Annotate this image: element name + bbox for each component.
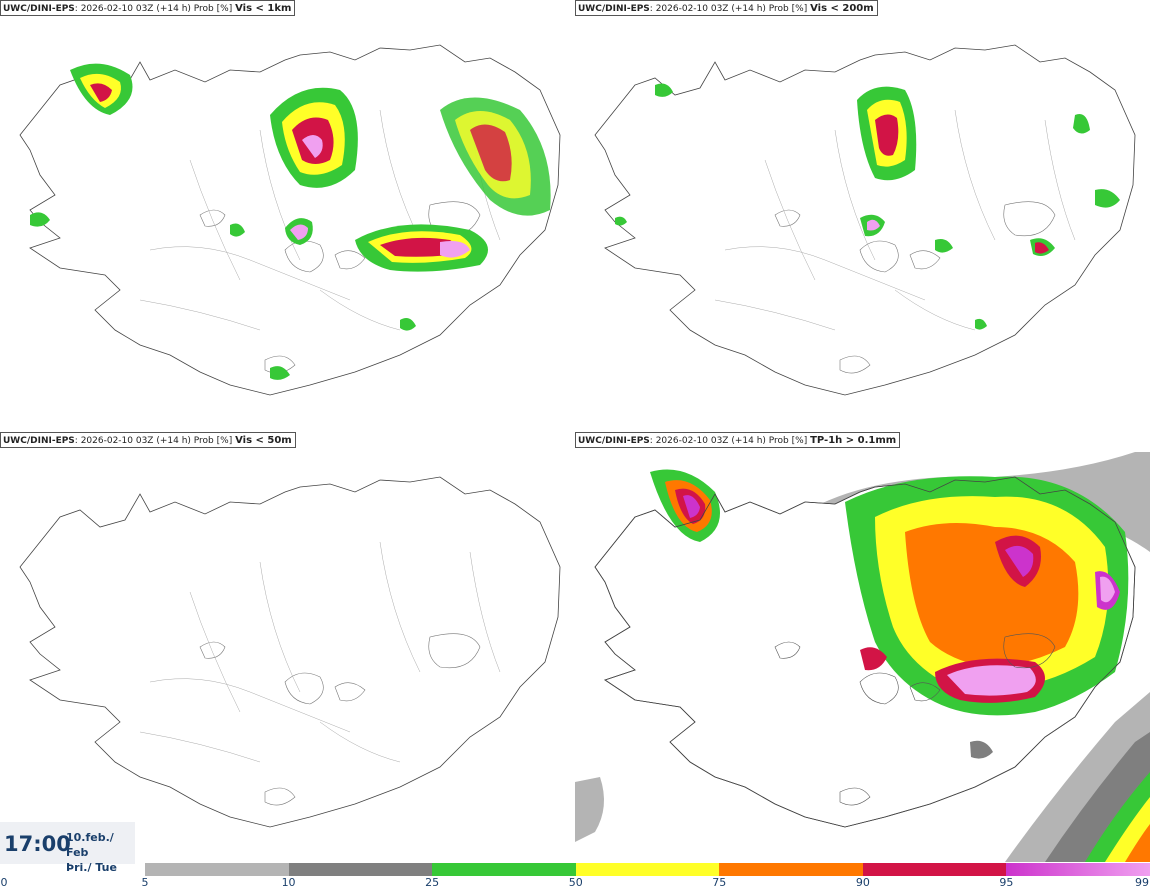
colorbar-tick-label: 90 — [855, 876, 870, 889]
colorbar-segment — [862, 863, 1007, 876]
variable-name: Vis < 1km — [235, 3, 292, 14]
colorbar — [145, 863, 1150, 876]
panel-title: UWC/DINI-EPS: 2026-02-10 03Z (+14 h) Pro… — [575, 432, 901, 448]
colorbar-tick-label: 99 — [1135, 876, 1149, 889]
map-tp-1h — [575, 452, 1150, 862]
run-info: : 2026-02-10 03Z (+14 h) Prob [%] — [74, 4, 233, 14]
colorbar-tick-label: 50 — [568, 876, 583, 889]
colorbar-segment — [145, 863, 289, 876]
map-panel-tp-1h: UWC/DINI-EPS: 2026-02-10 03Z (+14 h) Pro… — [575, 432, 1150, 862]
variable-name: TP-1h > 0.1mm — [810, 435, 897, 446]
colorbar-segment — [719, 863, 863, 876]
run-info: : 2026-02-10 03Z (+14 h) Prob [%] — [74, 436, 233, 446]
valid-date-line2: Þri./ Tue — [66, 861, 117, 874]
map-vis-200m — [594, 44, 1136, 396]
map-panel-vis-50m: UWC/DINI-EPS: 2026-02-10 03Z (+14 h) Pro… — [0, 432, 575, 862]
variable-name: Vis < 200m — [810, 3, 874, 14]
panel-title: UWC/DINI-EPS: 2026-02-10 03Z (+14 h) Pro… — [0, 0, 296, 16]
colorbar-segment — [575, 863, 720, 876]
valid-date-line1: 10.feb./ Feb — [66, 831, 114, 859]
colorbar-segment — [432, 863, 576, 876]
map-vis-50m — [19, 476, 561, 828]
map-panel-vis-200m: UWC/DINI-EPS: 2026-02-10 03Z (+14 h) Pro… — [575, 0, 1150, 430]
colorbar-tick-label: 95 — [999, 876, 1014, 889]
panel-title: UWC/DINI-EPS: 2026-02-10 03Z (+14 h) Pro… — [0, 432, 296, 448]
colorbar-tick-label: 75 — [712, 876, 727, 889]
colorbar-tick-label: 0 — [0, 876, 8, 889]
probability-field — [30, 63, 551, 380]
map-panel-vis-1km: UWC/DINI-EPS: 2026-02-10 03Z (+14 h) Pro… — [0, 0, 575, 430]
map-vis-1km — [19, 44, 561, 396]
panel-title: UWC/DINI-EPS: 2026-02-10 03Z (+14 h) Pro… — [575, 0, 878, 16]
model-name: UWC/DINI-EPS — [3, 436, 75, 446]
colorbar-segment — [1006, 863, 1150, 876]
colorbar-tick-label: 5 — [141, 876, 149, 889]
valid-time: 17:00 — [4, 832, 71, 856]
model-name: UWC/DINI-EPS — [578, 4, 650, 14]
run-info: : 2026-02-10 03Z (+14 h) Prob [%] — [649, 4, 808, 14]
probability-field — [615, 83, 1120, 330]
colorbar-tick-label: 25 — [425, 876, 440, 889]
model-name: UWC/DINI-EPS — [578, 436, 650, 446]
model-name: UWC/DINI-EPS — [3, 4, 75, 14]
valid-time-box: 17:00 10.feb./ Feb Þri./ Tue — [0, 822, 135, 874]
valid-date: 10.feb./ Feb Þri./ Tue — [66, 830, 135, 875]
run-info: : 2026-02-10 03Z (+14 h) Prob [%] — [649, 436, 808, 446]
colorbar-segment — [288, 863, 433, 876]
variable-name: Vis < 50m — [235, 435, 292, 446]
colorbar-tick-label: 10 — [281, 876, 296, 889]
